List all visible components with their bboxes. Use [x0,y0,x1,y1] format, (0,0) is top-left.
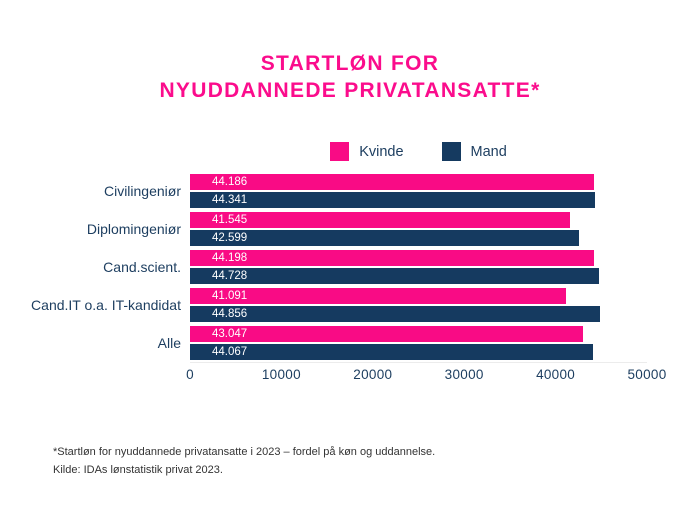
bar-value-label: 42.599 [212,232,248,244]
category-label: Civilingeniør [103,182,181,199]
bar-pair: 44.186 44.341 [190,174,647,208]
bar-group: Cand.scient. 44.198 44.728 [0,250,647,284]
bar-pair: 43.047 44.067 [190,326,647,360]
bar-mand: 44.856 [190,306,600,322]
title-line-1: STARTLØN FOR [260,52,440,75]
footnote: *Startløn for nyuddannede privatansatte … [53,444,435,480]
x-axis-tick: 50000 [627,367,667,382]
page-title: STARTLØN FOR NYUDDANNEDE PRIVATANSATTE* [0,51,700,105]
legend-label: Kvinde [359,143,404,160]
legend-swatch-icon [330,142,350,161]
bar-value-label: 41.545 [212,214,248,226]
bar-group: Civilingeniør 44.186 44.341 [0,174,647,208]
bar-kvinde: 43.047 [190,326,584,342]
bar-value-label: 44.067 [212,346,248,358]
footnote-line-2: Kilde: IDAs lønstatistik privat 2023. [53,463,223,476]
bar-group: Diplomingeniør 41.545 42.599 [0,212,647,246]
category-label: Cand.IT o.a. IT-kandidat [31,296,181,313]
bar-pair: 41.091 44.856 [190,288,647,322]
bar-pair: 44.198 44.728 [190,250,647,284]
bar-kvinde: 44.198 [190,250,594,266]
legend-swatch-icon [441,142,461,161]
x-axis-tick: 10000 [261,367,301,382]
legend-label: Mand [470,143,507,160]
x-axis-tick: 40000 [536,367,576,382]
bar-group: Cand.IT o.a. IT-kandidat 41.091 44.856 [0,288,647,322]
footnote-line-1: *Startløn for nyuddannede privatansatte … [53,446,436,458]
bar-chart: Civilingeniør 44.186 44.341 Diplomingeniør 4… [0,174,647,364]
bar-value-label: 43.047 [212,328,248,340]
chart-legend: Kvinde Mand [190,142,647,161]
x-axis-tick: 20000 [353,367,393,382]
bar-kvinde: 41.545 [190,212,570,228]
bar-value-label: 44.186 [212,176,248,188]
category-label: Diplomingeniør [86,220,181,237]
bar-value-label: 44.341 [212,194,248,206]
bar-mand: 42.599 [190,230,580,246]
bar-value-label: 44.728 [212,270,248,282]
bar-value-label: 41.091 [212,290,248,302]
bar-pair: 41.545 42.599 [190,212,647,246]
bar-kvinde: 41.091 [190,288,566,304]
category-label: Alle [157,334,181,351]
bar-mand: 44.067 [190,344,593,360]
bar-group: Alle 43.047 44.067 [0,326,647,360]
legend-item-mand: Mand [441,142,507,161]
bar-value-label: 44.198 [212,252,248,264]
x-axis-tick: 30000 [444,367,484,382]
title-line-2: NYUDDANNEDE PRIVATANSATTE* [159,78,541,102]
x-axis-tick: 0 [186,367,194,382]
bar-mand: 44.728 [190,268,599,284]
legend-item-kvinde: Kvinde [330,142,404,161]
bar-kvinde: 44.186 [190,174,594,190]
x-axis: 0 10000 20000 30000 40000 50000 [186,362,666,385]
bar-mand: 44.341 [190,192,596,208]
category-label: Cand.scient. [103,258,181,275]
bar-value-label: 44.856 [212,308,248,320]
